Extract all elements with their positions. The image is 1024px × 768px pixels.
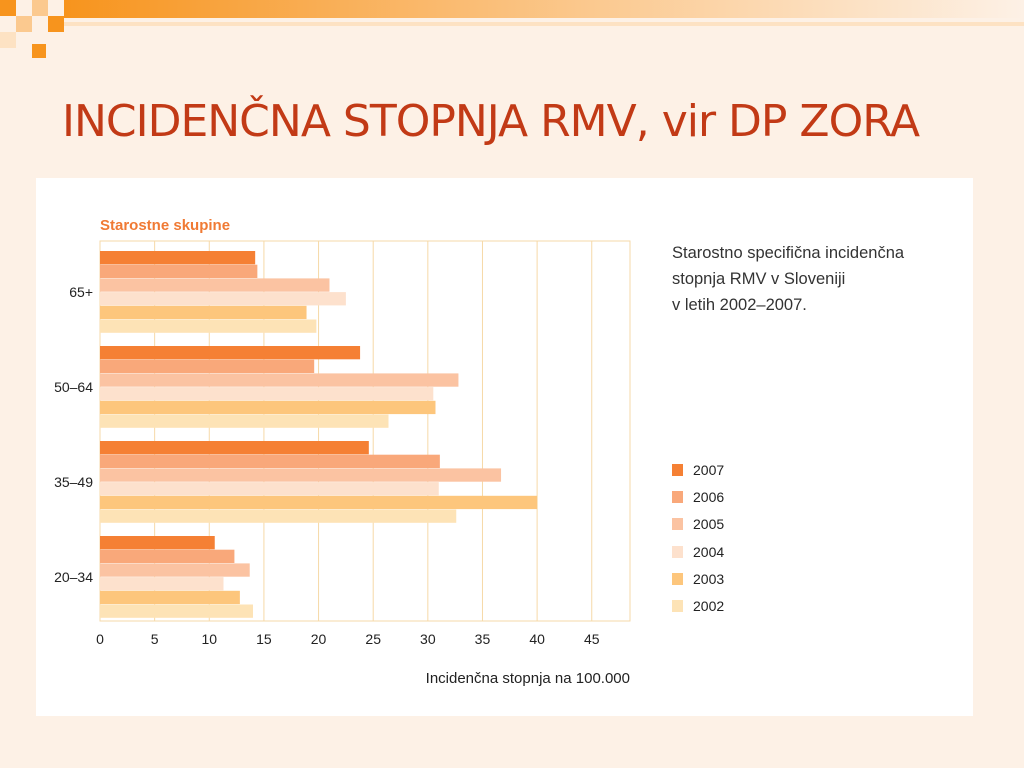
y-category-label: 20–34	[54, 569, 93, 585]
bar	[100, 495, 538, 510]
bar	[100, 305, 307, 320]
bar	[100, 563, 250, 577]
legend-swatch	[672, 518, 683, 531]
x-tick-label: 5	[151, 631, 159, 647]
bar	[100, 536, 215, 550]
legend-label: 2002	[693, 598, 725, 615]
bar	[100, 346, 361, 360]
slide-title: INCIDENČNA STOPNJA RMV, vir DP ZORA	[62, 96, 920, 147]
bar	[100, 441, 369, 455]
bar	[100, 292, 346, 306]
x-tick-label: 45	[584, 631, 600, 647]
bar	[100, 482, 439, 496]
x-tick-label: 15	[256, 631, 272, 647]
legend-item: 2002	[672, 592, 724, 619]
legend-label: 2005	[693, 516, 725, 533]
bar	[100, 400, 436, 415]
x-tick-label: 40	[529, 631, 545, 647]
legend-swatch	[672, 572, 683, 585]
y-category-label: 65+	[69, 284, 93, 300]
bar	[100, 604, 253, 618]
x-tick-label: 10	[201, 631, 217, 647]
legend-swatch	[672, 545, 683, 558]
bar	[100, 414, 389, 428]
x-tick-label: 20	[311, 631, 327, 647]
plot-frame	[99, 240, 631, 622]
bar	[100, 264, 258, 278]
legend-item: 2007	[672, 456, 724, 483]
x-tick-label: 35	[475, 631, 491, 647]
bar	[100, 549, 235, 563]
bar	[100, 387, 434, 401]
bar	[100, 251, 256, 265]
legend-label: 2003	[693, 570, 725, 587]
legend-label: 2006	[693, 488, 725, 505]
bar	[100, 454, 440, 468]
decorative-header-squares	[0, 0, 1024, 58]
bar	[100, 373, 459, 387]
legend-label: 2007	[693, 461, 725, 478]
legend-item: 2004	[672, 538, 724, 565]
legend-swatch	[672, 490, 683, 503]
x-tick-label: 30	[420, 631, 436, 647]
y-category-label: 50–64	[54, 379, 93, 395]
bar	[100, 590, 240, 605]
bar	[100, 319, 317, 333]
chart-description: Starostno specifična incidenčna stopnja …	[672, 240, 932, 318]
bar	[100, 359, 315, 373]
y-category-label: 35–49	[54, 474, 93, 490]
legend-item: 2005	[672, 511, 724, 538]
y-axis-title: Starostne skupine	[100, 217, 230, 234]
x-tick-label: 0	[96, 631, 104, 647]
bar	[100, 468, 502, 482]
description-line: v letih 2002–2007.	[672, 296, 807, 314]
legend-item: 2003	[672, 565, 724, 592]
bar	[100, 278, 330, 292]
legend-swatch	[672, 600, 683, 613]
x-axis-title: Incidenčna stopnja na 100.000	[426, 670, 630, 687]
bar-chart: 0 5 10 15 20 25 30 35 40 45 65+ 50–64 35–49 20–34 Star…	[54, 217, 631, 687]
chart-legend: 2007 2006 2005 2004 2003 2002	[672, 456, 724, 620]
chart-panel: 0 5 10 15 20 25 30 35 40 45 65+ 50–64 35–49 20–34 Star…	[36, 178, 973, 716]
description-line: Starostno specifična incidenčna	[672, 244, 905, 262]
description-line: stopnja RMV v Sloveniji	[672, 270, 846, 288]
x-tick-label: 25	[365, 631, 381, 647]
legend-label: 2004	[693, 543, 725, 560]
legend-item: 2006	[672, 483, 724, 510]
bar	[100, 577, 224, 591]
bar	[100, 509, 457, 523]
legend-swatch	[672, 463, 683, 476]
